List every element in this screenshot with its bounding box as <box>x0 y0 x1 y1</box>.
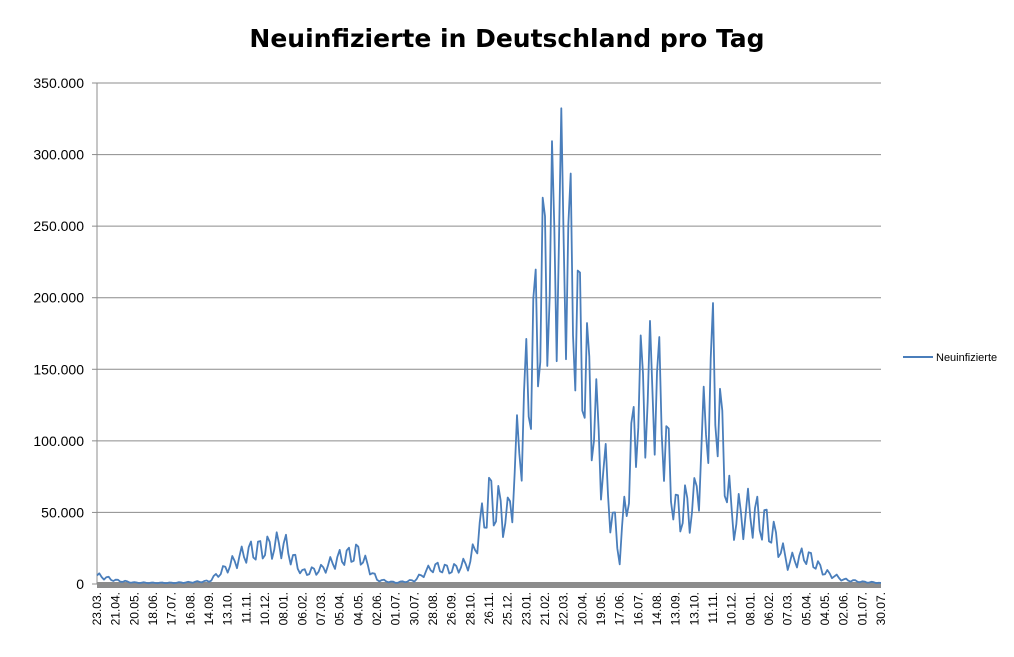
y-tick-label: 200.000 <box>33 290 84 306</box>
x-tick-label: 17.06. <box>613 592 627 625</box>
x-tick-label: 13.10. <box>221 592 235 625</box>
legend: Neuinfizierte <box>903 352 997 364</box>
x-tick-label: 10.12. <box>258 592 272 625</box>
y-tick-label: 350.000 <box>33 75 84 91</box>
x-tick-label: 13.09. <box>669 592 683 625</box>
x-tick-label: 28.08. <box>426 592 440 625</box>
x-tick-label: 30.07. <box>407 592 421 625</box>
series-layer <box>96 107 882 585</box>
x-tick-label: 20.05. <box>127 592 141 625</box>
x-tick-label: 23.01. <box>519 592 533 625</box>
x-tick-label: 21.04. <box>109 592 123 625</box>
x-tick-label: 13.10. <box>687 592 701 625</box>
x-tick-label: 07.03. <box>314 592 328 625</box>
x-tick-label: 07.03. <box>781 592 795 625</box>
x-tick-label: 14.09. <box>202 592 216 625</box>
y-tick-label: 150.000 <box>33 361 84 377</box>
x-tick-label: 05.04. <box>799 592 813 625</box>
x-tick-label: 05.04. <box>333 592 347 625</box>
x-axis-line <box>97 582 881 588</box>
x-tick-label: 06.02. <box>762 592 776 625</box>
x-tick-label: 02.06. <box>370 592 384 625</box>
x-tick-label: 21.02. <box>538 592 552 625</box>
y-tick-label: 250.000 <box>33 218 84 234</box>
x-tick-label: 08.01. <box>277 592 291 625</box>
x-tick-label: 01.07. <box>855 592 869 625</box>
x-tick-label: 11.11. <box>706 592 720 624</box>
x-tick-label: 30.07. <box>874 592 888 625</box>
x-tick-label: 08.01. <box>743 592 757 625</box>
y-tick-label: 100.000 <box>33 433 84 449</box>
x-tick-label: 02.06. <box>837 592 851 625</box>
y-tick-label: 300.000 <box>33 147 84 163</box>
x-tick-label: 17.07. <box>165 592 179 625</box>
x-tick-label: 16.07. <box>631 592 645 625</box>
series-line <box>96 107 882 585</box>
x-tick-label: 26.09. <box>445 592 459 625</box>
x-tick-label: 25.12. <box>501 592 515 625</box>
y-tick-label: 0 <box>76 576 84 592</box>
x-tick-label: 16.08. <box>183 592 197 625</box>
gridlines <box>97 82 881 513</box>
x-tick-label: 20.04. <box>575 592 589 625</box>
x-tick-label: 22.03. <box>557 592 571 625</box>
chart-title: Neuinfizierte in Deutschland pro Tag <box>249 24 765 53</box>
x-tick-label: 04.05. <box>818 592 832 625</box>
x-tick-label: 14.08. <box>650 592 664 625</box>
x-tick-label: 26.11. <box>482 592 496 624</box>
legend-label: Neuinfizierte <box>936 352 997 364</box>
x-tick-label: 06.02. <box>295 592 309 625</box>
x-tick-label: 23.03. <box>90 592 104 625</box>
x-tick-label: 10.12. <box>725 592 739 625</box>
x-tick-label: 28.10. <box>463 592 477 625</box>
x-tick-label: 11.11. <box>239 592 253 624</box>
x-tick-label: 04.05. <box>351 592 365 625</box>
axes: 0 50.000 100.000 150.000 200.000 250.000 300.0… <box>33 75 888 625</box>
y-tick-label: 50.000 <box>41 504 84 520</box>
x-tick-label: 19.05. <box>594 592 608 625</box>
x-tick-label: 01.07. <box>389 592 403 625</box>
x-tick-label: 18.06. <box>146 592 160 625</box>
